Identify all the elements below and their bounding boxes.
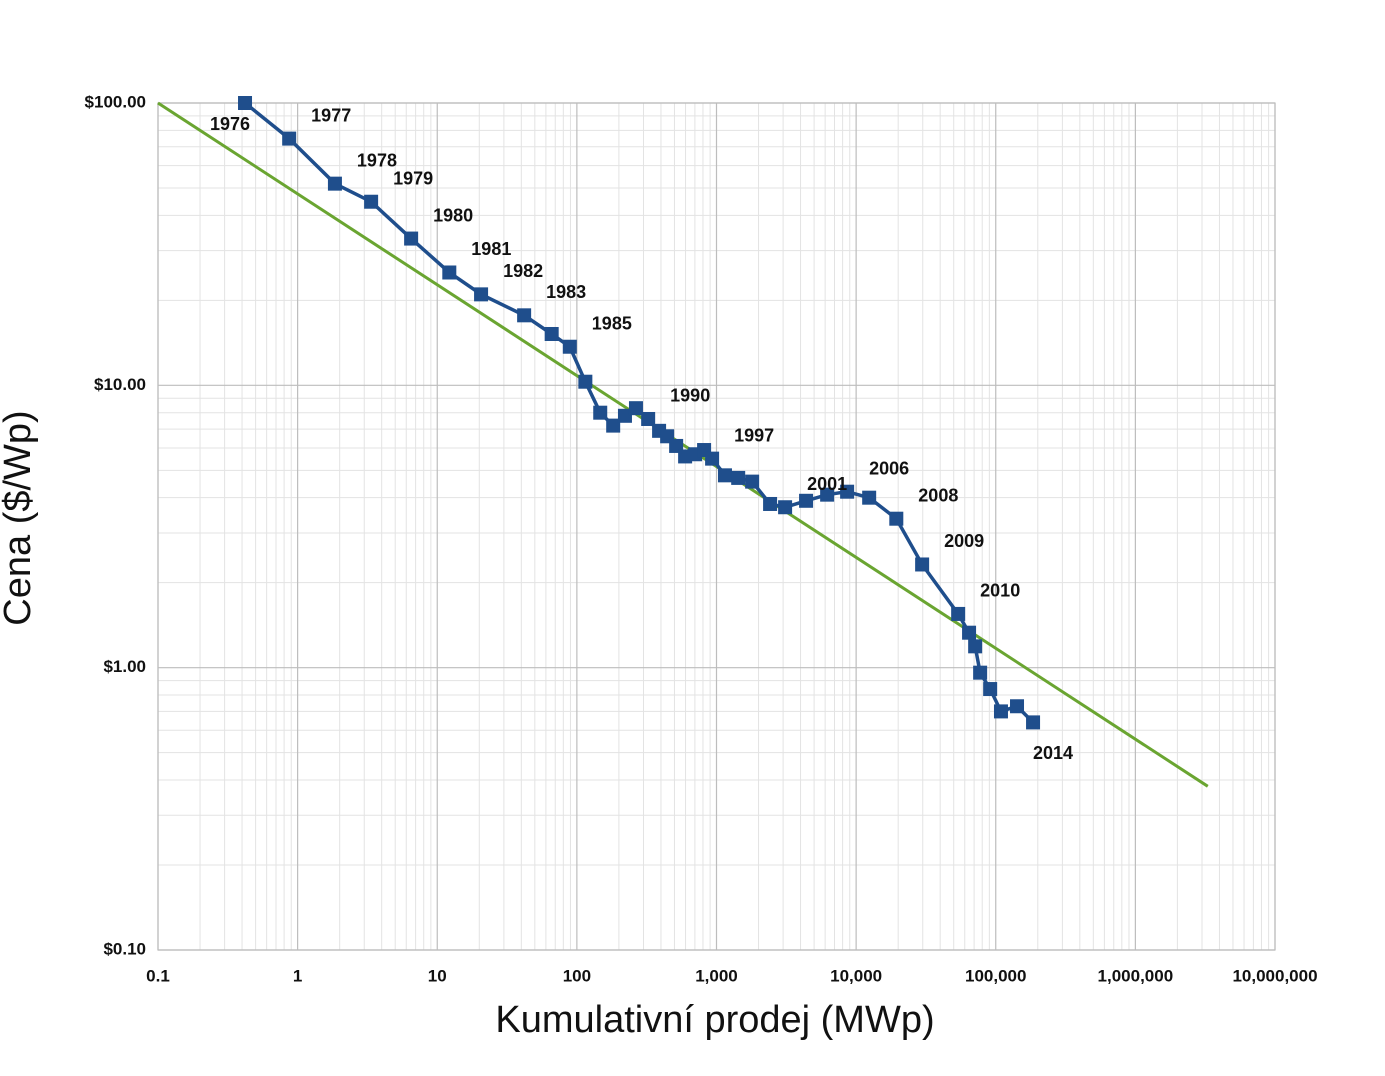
point-label: 1990 [670, 386, 710, 406]
x-tick-label: 0.1 [146, 966, 170, 985]
data-point [973, 665, 988, 680]
point-label: 1979 [393, 168, 433, 188]
data-point [915, 557, 930, 572]
point-label: 1985 [592, 313, 632, 333]
point-label: 1983 [546, 282, 586, 302]
data-point [993, 704, 1008, 719]
x-tick-label: 10,000 [830, 966, 882, 985]
point-label: 2009 [944, 531, 984, 551]
data-point [282, 131, 297, 146]
y-tick-label: $1.00 [103, 657, 146, 676]
data-point [820, 487, 835, 502]
data-point [983, 682, 998, 697]
y-tick-label: $0.10 [103, 939, 146, 958]
data-point [840, 484, 855, 499]
x-tick-label: 100 [563, 966, 591, 985]
x-tick-label: 1,000,000 [1098, 966, 1174, 985]
point-label: 1980 [433, 205, 473, 225]
point-label: 1977 [311, 105, 351, 125]
point-label: 1976 [210, 114, 250, 134]
data-point [962, 625, 977, 640]
data-point [951, 606, 966, 621]
data-point [717, 468, 732, 483]
data-point [238, 96, 253, 110]
x-tick-label: 10,000,000 [1232, 966, 1317, 985]
point-label: 2006 [869, 458, 909, 478]
data-point [628, 401, 643, 416]
point-label: 1982 [503, 261, 543, 281]
point-label: 2001 [807, 474, 847, 494]
data-point [474, 287, 489, 302]
data-point [705, 451, 720, 466]
point-label: 2014 [1033, 743, 1073, 763]
point-label: 1997 [734, 425, 774, 445]
data-point [889, 511, 904, 526]
x-tick-label: 1,000 [695, 966, 738, 985]
plot-frame [157, 102, 1276, 951]
data-point [544, 326, 559, 341]
data-point [562, 339, 577, 354]
data-point [731, 470, 746, 485]
data-point [404, 231, 419, 246]
data-point [862, 490, 877, 505]
x-tick-label: 1 [293, 966, 302, 985]
y-axis-title: Cena ($/Wp) [0, 410, 39, 625]
data-point [578, 374, 593, 389]
x-tick-label: 100,000 [965, 966, 1026, 985]
y-tick-label: $100.00 [85, 92, 146, 111]
y-tick-label: $10.00 [94, 375, 146, 394]
point-label: 2010 [980, 581, 1020, 601]
x-tick-label: 10 [428, 966, 447, 985]
data-point [641, 411, 656, 426]
x-axis-title: Kumulativní prodej (MWp) [495, 999, 934, 1041]
data-point [1026, 715, 1041, 730]
data-point [442, 265, 457, 280]
data-point [327, 176, 342, 191]
point-label: 1978 [357, 150, 397, 170]
data-point [778, 500, 793, 515]
data-point [593, 405, 608, 420]
point-label: 1981 [471, 239, 511, 259]
data-point [617, 408, 632, 423]
data-point [606, 418, 621, 433]
data-point [364, 194, 379, 209]
point-label: 2008 [918, 485, 958, 505]
data-point [799, 493, 814, 508]
data-point [968, 639, 983, 654]
data-point [1010, 699, 1025, 714]
data-point [745, 474, 760, 489]
data-point [763, 496, 778, 511]
data-point [517, 308, 532, 323]
